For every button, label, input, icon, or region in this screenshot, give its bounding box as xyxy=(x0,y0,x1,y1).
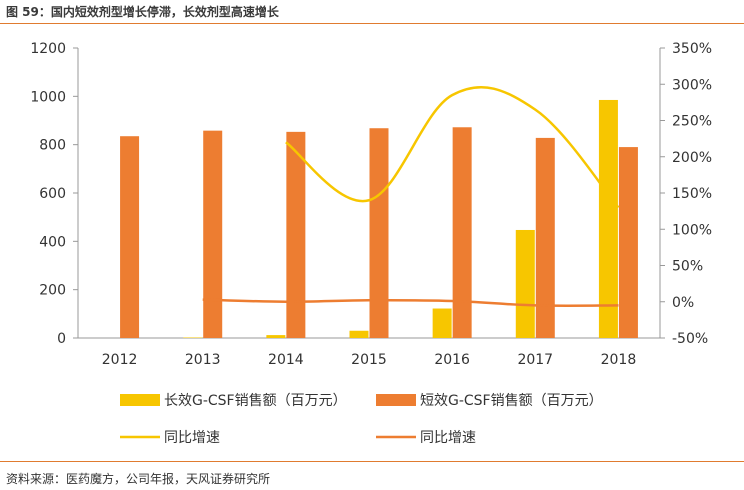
top-rule xyxy=(0,23,744,24)
short-acting-bar xyxy=(618,147,638,338)
left-axis-tick-label: 600 xyxy=(39,186,66,202)
short-acting-bar xyxy=(203,130,223,338)
short-acting-bar xyxy=(286,131,306,338)
left-axis-tick-label: 0 xyxy=(57,331,66,347)
short-acting-bar xyxy=(120,136,140,338)
long-acting-bar xyxy=(598,99,618,338)
x-axis-tick-label: 2017 xyxy=(517,352,553,368)
x-axis-tick-label: 2014 xyxy=(268,352,304,368)
source-note: 资料来源：医药魔方，公司年报，天风证券研究所 xyxy=(6,472,271,486)
right-axis-tick-label: 50% xyxy=(672,259,703,275)
x-axis-tick-label: 2013 xyxy=(185,352,221,368)
right-axis-tick-label: 0% xyxy=(672,295,694,311)
x-axis-tick-label: 2015 xyxy=(351,352,387,368)
x-axis-tick-label: 2016 xyxy=(434,352,470,368)
right-axis-tick-label: 250% xyxy=(672,114,712,130)
left-axis-tick-label: 800 xyxy=(39,138,66,154)
legend-long-acting-sales-label: 长效G-CSF销售额（百万元） xyxy=(164,393,347,409)
right-axis-tick-label: -50% xyxy=(672,331,708,347)
x-axis-tick-label: 2018 xyxy=(601,352,637,368)
left-axis-tick-label: 400 xyxy=(39,234,66,250)
right-axis-tick-label: 350% xyxy=(672,41,712,57)
legend-short-acting-sales-swatch xyxy=(376,394,416,406)
right-axis-tick-label: 300% xyxy=(672,77,712,93)
short-acting-bar xyxy=(369,128,389,338)
left-axis-tick-label: 200 xyxy=(39,283,66,299)
long-acting-bar xyxy=(266,335,286,338)
short-acting-bar xyxy=(452,127,472,339)
chart: 0 200 400 600 800 1000 1200 -50% 0% 50% 100% 150% 20… xyxy=(30,41,712,446)
right-axis-tick-label: 150% xyxy=(672,186,712,202)
right-axis-tick-label: 200% xyxy=(672,150,712,166)
short-acting-bar xyxy=(535,137,555,338)
long-acting-bar xyxy=(349,330,369,338)
x-axis-tick-label: 2012 xyxy=(102,352,138,368)
long-acting-growth-line xyxy=(285,85,620,209)
left-axis-tick-label: 1000 xyxy=(30,89,66,105)
bottom-rule xyxy=(0,461,744,462)
legend-long-acting-growth-label: 同比增速 xyxy=(164,430,220,446)
figure-title: 图 59：国内短效剂型增长停滞，长效剂型高速增长 xyxy=(6,5,279,19)
long-acting-bar xyxy=(515,229,535,338)
long-acting-bar xyxy=(432,308,452,338)
right-axis-tick-label: 100% xyxy=(672,222,712,238)
short-acting-growth-line xyxy=(202,298,619,307)
legend-long-acting-sales-swatch xyxy=(120,394,160,406)
left-axis-tick-label: 1200 xyxy=(30,41,66,57)
legend-short-acting-sales-label: 短效G-CSF销售额（百万元） xyxy=(420,393,603,409)
legend-short-acting-growth-label: 同比增速 xyxy=(420,430,476,446)
